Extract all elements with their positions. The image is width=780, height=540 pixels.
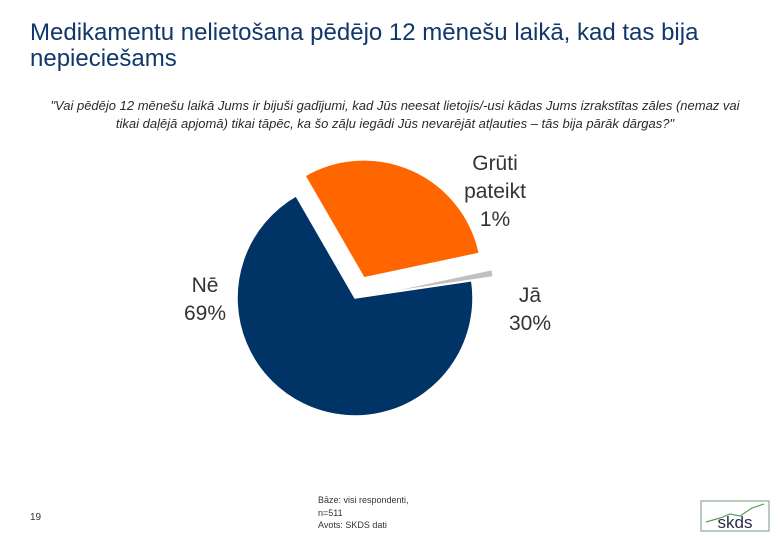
footnote-base: Bāze: visi respondenti, (318, 495, 409, 505)
footnote: Bāze: visi respondenti, n=511 Avots: SKD… (318, 494, 478, 532)
footnote-source: Avots: SKDS dati (318, 520, 387, 530)
logo-text: skds (718, 513, 753, 532)
survey-question: "Vai pēdējo 12 mēnešu laikā Jums ir biju… (50, 98, 740, 131)
slice-value-label: 30% (509, 312, 551, 335)
page-number: 19 (30, 512, 42, 523)
slice-category-label: pateikt (464, 180, 526, 203)
slice-value-label: 1% (480, 208, 510, 231)
pie-slice-3 (236, 194, 474, 417)
logo-trend-line (705, 503, 765, 523)
slice-category-label: Jā (519, 284, 542, 307)
pie-slice-1 (303, 159, 481, 279)
slice-value-label: 69% (184, 302, 226, 325)
slice-category-label: Grūti (472, 152, 518, 175)
slice-category-label: Nē (192, 274, 219, 297)
slide-title: Medikamentu nelietošana pēdējo 12 mēnešu… (30, 19, 699, 72)
pie-slice-2 (376, 268, 495, 295)
footnote-sample-size: n=511 (318, 507, 343, 518)
skds-logo: skds (700, 500, 770, 532)
